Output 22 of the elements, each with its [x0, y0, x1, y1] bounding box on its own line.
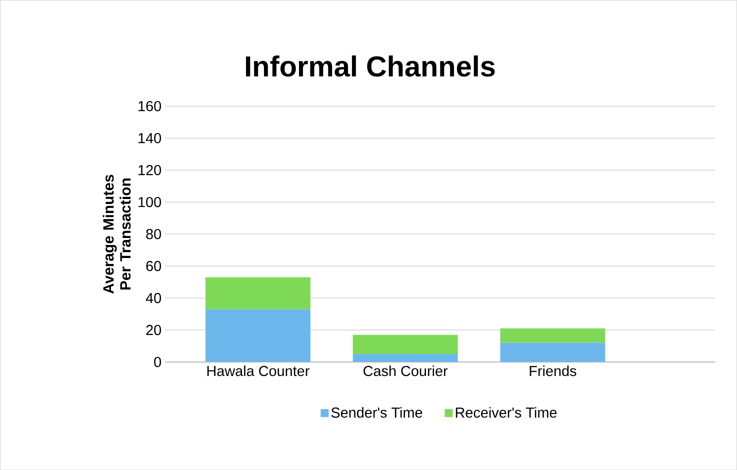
y-tick-label: 60 — [146, 260, 162, 272]
y-tick-label: 40 — [146, 292, 162, 304]
bar — [205, 277, 310, 310]
y-tick-label: 80 — [146, 228, 162, 240]
y-tick-label: 100 — [138, 196, 162, 208]
x-tick-label: Cash Courier — [364, 365, 448, 376]
y-tick-label: 140 — [138, 132, 162, 144]
y-tick-label: 160 — [138, 100, 162, 112]
x-tick-label: Friends — [530, 365, 576, 376]
bar — [205, 309, 310, 362]
x-tick-label: Hawala Counter — [207, 365, 310, 376]
bar — [500, 342, 606, 362]
chart-title: Informal Channels — [246, 55, 495, 77]
y-tick-label: 20 — [146, 324, 162, 336]
bar — [352, 334, 458, 354]
y-tick-label: 120 — [138, 164, 162, 176]
legend-label: Receiver's Time — [456, 407, 557, 418]
y-axis-title: Average Minutes Per Transaction — [102, 174, 131, 294]
legend-label: Sender's Time — [331, 407, 422, 418]
y-tick-label: 0 — [154, 356, 162, 368]
bar — [500, 328, 606, 343]
bar — [352, 354, 458, 362]
